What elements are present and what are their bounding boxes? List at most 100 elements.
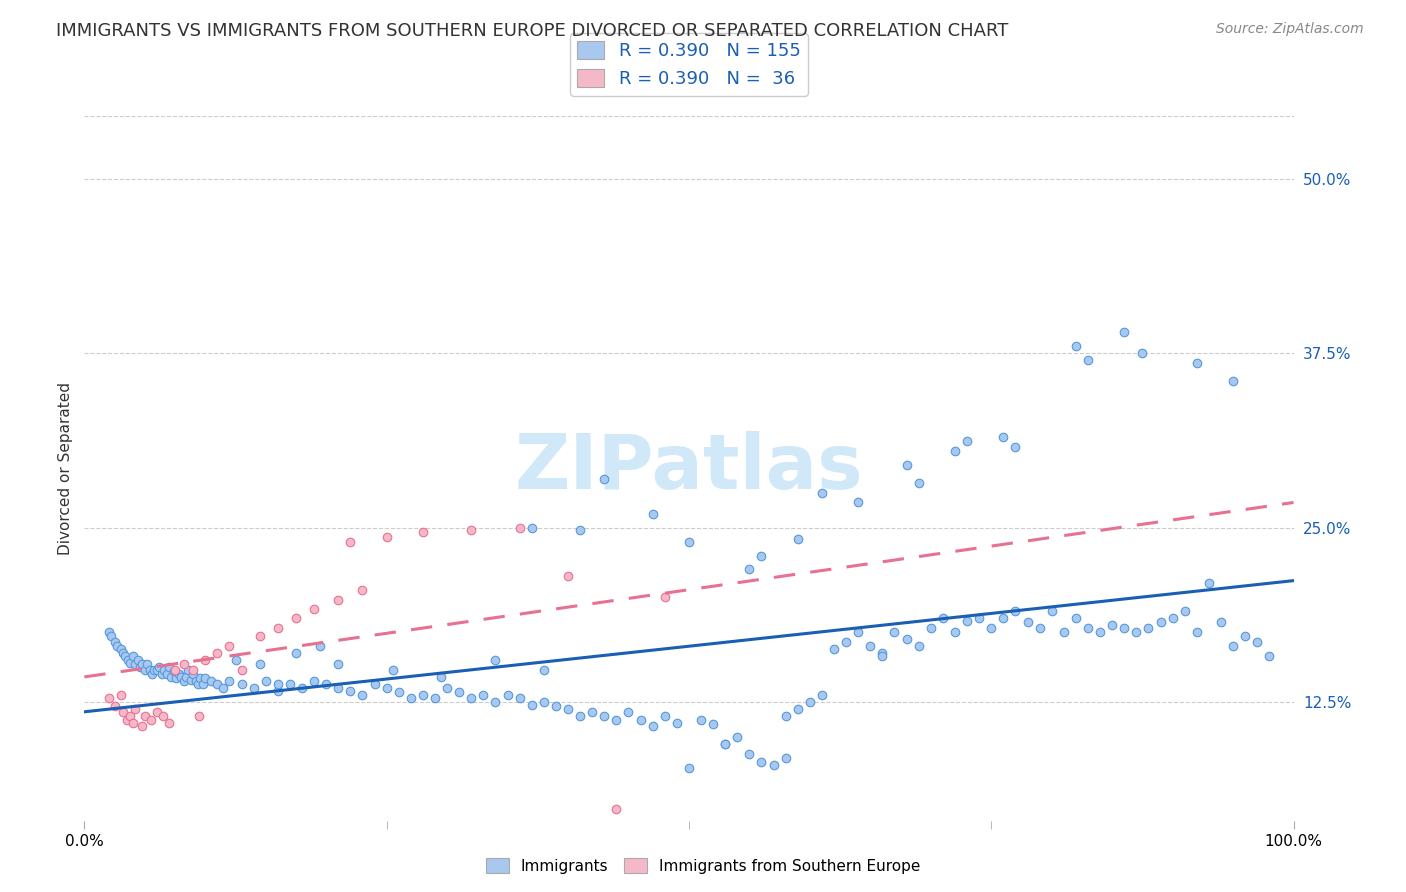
Point [375, 681, 398, 695]
Point [1004, 604, 1026, 618]
Point [115, 713, 138, 727]
Point [173, 657, 195, 672]
Point [883, 625, 905, 640]
Point [328, 593, 350, 607]
Point [112, 705, 135, 719]
Point [339, 534, 361, 549]
Point [177, 663, 200, 677]
Point [943, 443, 966, 458]
Legend: R = 0.390   N = 155, R = 0.390   N =  36: R = 0.390 N = 155, R = 0.390 N = 36 [569, 33, 808, 95]
Point [557, 702, 579, 716]
Point [1028, 621, 1050, 635]
Point [605, 802, 627, 816]
Point [155, 667, 177, 681]
Point [1077, 621, 1099, 635]
Point [104, 635, 127, 649]
Point [738, 562, 761, 576]
Point [786, 702, 808, 716]
Point [328, 681, 350, 695]
Point [207, 677, 229, 691]
Point [605, 713, 627, 727]
Point [249, 657, 271, 672]
Point [846, 495, 869, 509]
Point [423, 690, 446, 705]
Point [943, 625, 966, 640]
Point [291, 681, 314, 695]
Point [738, 747, 761, 761]
Point [174, 670, 197, 684]
Point [1137, 621, 1160, 635]
Y-axis label: Divorced or Separated: Divorced or Separated [58, 382, 73, 555]
Point [690, 713, 713, 727]
Point [1064, 611, 1087, 625]
Point [104, 699, 127, 714]
Point [484, 695, 506, 709]
Point [225, 653, 247, 667]
Point [1053, 625, 1076, 640]
Point [641, 719, 664, 733]
Point [1246, 635, 1268, 649]
Point [399, 690, 422, 705]
Point [1064, 339, 1087, 353]
Point [1174, 604, 1197, 618]
Point [896, 632, 918, 647]
Point [472, 688, 495, 702]
Point [146, 663, 169, 677]
Point [907, 639, 929, 653]
Point [249, 630, 271, 644]
Point [581, 705, 603, 719]
Point [460, 524, 482, 538]
Point [139, 713, 162, 727]
Point [191, 677, 214, 691]
Point [278, 677, 301, 691]
Point [714, 737, 737, 751]
Point [157, 660, 180, 674]
Point [375, 530, 398, 544]
Point [533, 695, 555, 709]
Point [180, 673, 202, 687]
Point [641, 507, 664, 521]
Point [775, 709, 797, 723]
Point [339, 684, 361, 698]
Point [920, 621, 942, 635]
Point [194, 671, 217, 685]
Point [121, 648, 143, 663]
Point [146, 705, 169, 719]
Point [1004, 440, 1026, 454]
Point [97, 690, 120, 705]
Point [993, 611, 1015, 625]
Point [160, 670, 183, 684]
Point [993, 430, 1015, 444]
Point [896, 458, 918, 472]
Point [665, 715, 688, 730]
Point [352, 688, 374, 702]
Point [148, 660, 170, 674]
Point [786, 532, 808, 546]
Point [112, 646, 135, 660]
Point [823, 642, 845, 657]
Point [678, 534, 700, 549]
Point [254, 674, 277, 689]
Point [544, 699, 567, 714]
Point [141, 667, 163, 681]
Point [617, 705, 640, 719]
Point [167, 667, 190, 681]
Point [557, 569, 579, 583]
Point [170, 670, 193, 684]
Point [110, 642, 132, 657]
Point [143, 663, 166, 677]
Point [859, 639, 882, 653]
Point [714, 737, 737, 751]
Point [200, 674, 222, 689]
Point [956, 434, 979, 448]
Point [124, 657, 146, 672]
Point [134, 709, 156, 723]
Point [184, 674, 207, 689]
Point [1161, 611, 1184, 625]
Point [181, 663, 204, 677]
Point [967, 611, 990, 625]
Point [630, 713, 652, 727]
Point [872, 648, 894, 663]
Point [188, 709, 211, 723]
Point [1258, 648, 1281, 663]
